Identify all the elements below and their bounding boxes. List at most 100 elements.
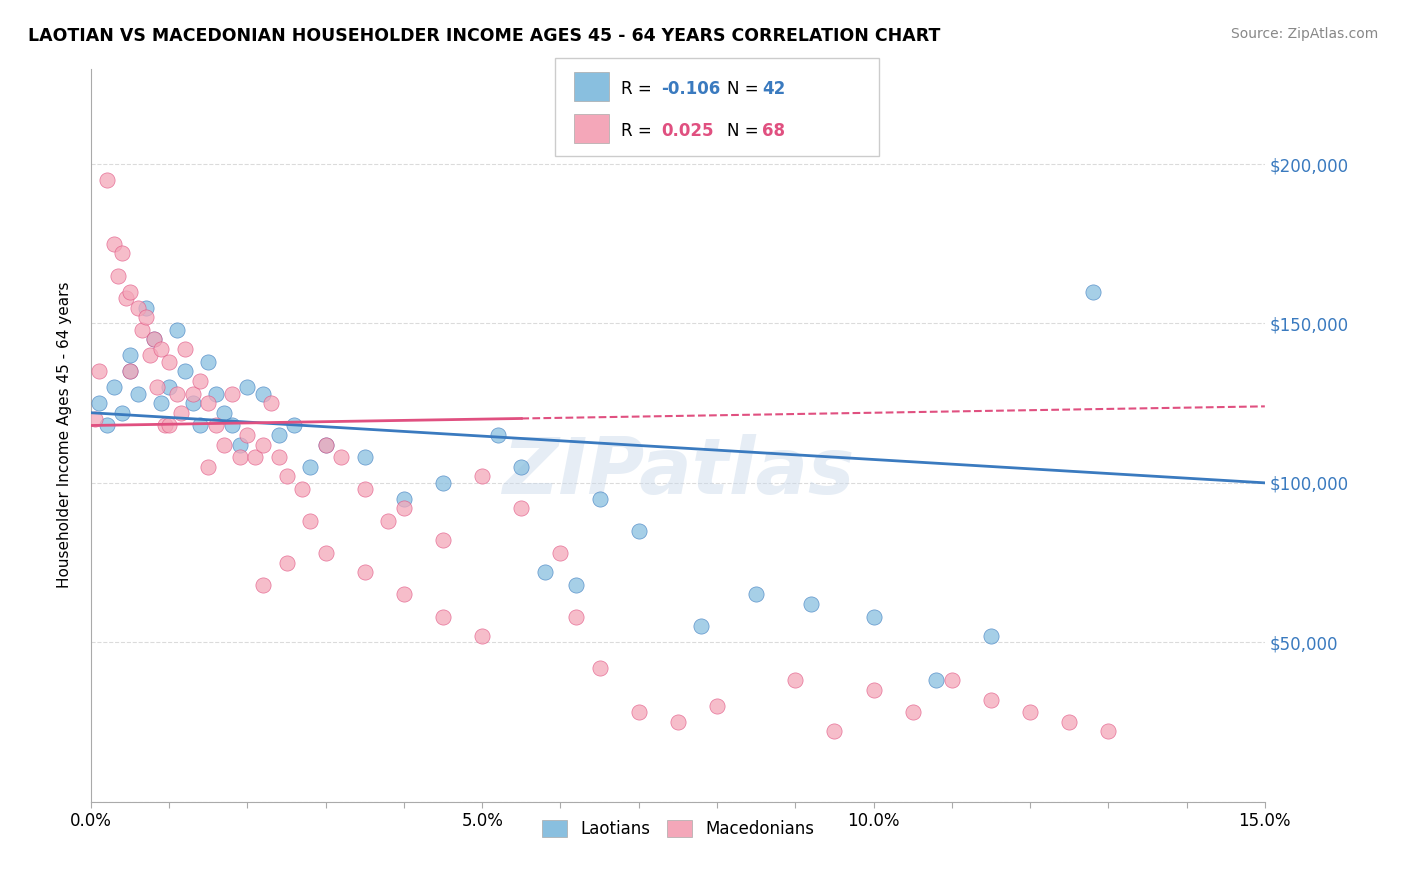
Point: [157, 418, 180, 433]
Point: [252, 437, 274, 451]
Text: R =: R =: [621, 122, 652, 140]
Point: [150, 396, 173, 410]
Point: [135, 310, 157, 325]
Point: [315, 437, 337, 451]
Point: [745, 587, 768, 601]
Legend: Laotians, Macedonians: Laotians, Macedonians: [536, 813, 821, 845]
Point: [236, 380, 259, 394]
Point: [260, 396, 283, 410]
Point: [173, 342, 195, 356]
Point: [197, 396, 219, 410]
Point: [432, 609, 454, 624]
Point: [173, 364, 195, 378]
Point: [534, 565, 557, 579]
Point: [245, 450, 267, 465]
Point: [267, 428, 290, 442]
Point: [1057, 714, 1080, 729]
Point: [228, 450, 250, 465]
Point: [283, 418, 305, 433]
Point: [150, 342, 173, 356]
Point: [212, 437, 235, 451]
Point: [166, 386, 188, 401]
Point: [823, 724, 845, 739]
Point: [291, 482, 314, 496]
Point: [392, 491, 415, 506]
Point: [107, 268, 129, 283]
Point: [120, 364, 142, 378]
Point: [157, 355, 180, 369]
Text: R =: R =: [621, 80, 652, 98]
Point: [785, 673, 807, 688]
Point: [142, 333, 165, 347]
Text: -0.106: -0.106: [661, 80, 720, 98]
Point: [666, 714, 689, 729]
Point: [432, 475, 454, 490]
Point: [588, 491, 610, 506]
Point: [120, 364, 142, 378]
Point: [205, 386, 228, 401]
Point: [690, 619, 713, 633]
Point: [565, 609, 588, 624]
Point: [901, 706, 924, 720]
Point: [392, 587, 415, 601]
Point: [471, 629, 494, 643]
Point: [197, 355, 219, 369]
Point: [980, 692, 1002, 706]
Point: [510, 501, 533, 516]
Point: [252, 578, 274, 592]
Point: [565, 578, 588, 592]
Point: [353, 565, 375, 579]
Point: [120, 285, 142, 299]
Point: [166, 323, 188, 337]
Point: [627, 706, 650, 720]
Text: Source: ZipAtlas.com: Source: ZipAtlas.com: [1230, 27, 1378, 41]
Point: [486, 428, 509, 442]
Point: [1097, 724, 1119, 739]
Point: [299, 459, 322, 474]
Point: [96, 173, 118, 187]
Point: [181, 396, 204, 410]
Point: [157, 380, 180, 394]
Y-axis label: Householder Income Ages 45 - 64 years: Householder Income Ages 45 - 64 years: [58, 282, 72, 589]
Point: [127, 386, 149, 401]
Point: [146, 380, 169, 394]
Point: [941, 673, 963, 688]
Point: [550, 546, 572, 560]
Point: [135, 301, 157, 315]
Point: [103, 380, 125, 394]
Point: [87, 396, 110, 410]
Point: [221, 418, 243, 433]
Point: [980, 629, 1002, 643]
Text: N =: N =: [727, 80, 758, 98]
Point: [267, 450, 290, 465]
Text: LAOTIAN VS MACEDONIAN HOUSEHOLDER INCOME AGES 45 - 64 YEARS CORRELATION CHART: LAOTIAN VS MACEDONIAN HOUSEHOLDER INCOME…: [28, 27, 941, 45]
Point: [142, 333, 165, 347]
Point: [1081, 285, 1104, 299]
Point: [330, 450, 353, 465]
Point: [353, 482, 375, 496]
Point: [197, 459, 219, 474]
Point: [925, 673, 948, 688]
Point: [212, 406, 235, 420]
Text: N =: N =: [727, 122, 758, 140]
Point: [315, 437, 337, 451]
Point: [706, 698, 728, 713]
Point: [111, 246, 134, 260]
Point: [205, 418, 228, 433]
Point: [392, 501, 415, 516]
Point: [800, 597, 823, 611]
Point: [862, 609, 884, 624]
Point: [252, 386, 274, 401]
Point: [155, 418, 177, 433]
Point: [103, 236, 125, 251]
Point: [377, 514, 399, 528]
Point: [432, 533, 454, 548]
Text: 0.025: 0.025: [661, 122, 713, 140]
Point: [627, 524, 650, 538]
Point: [190, 418, 212, 433]
Point: [221, 386, 243, 401]
Point: [96, 418, 118, 433]
Point: [170, 406, 193, 420]
Point: [181, 386, 204, 401]
Point: [115, 291, 138, 305]
